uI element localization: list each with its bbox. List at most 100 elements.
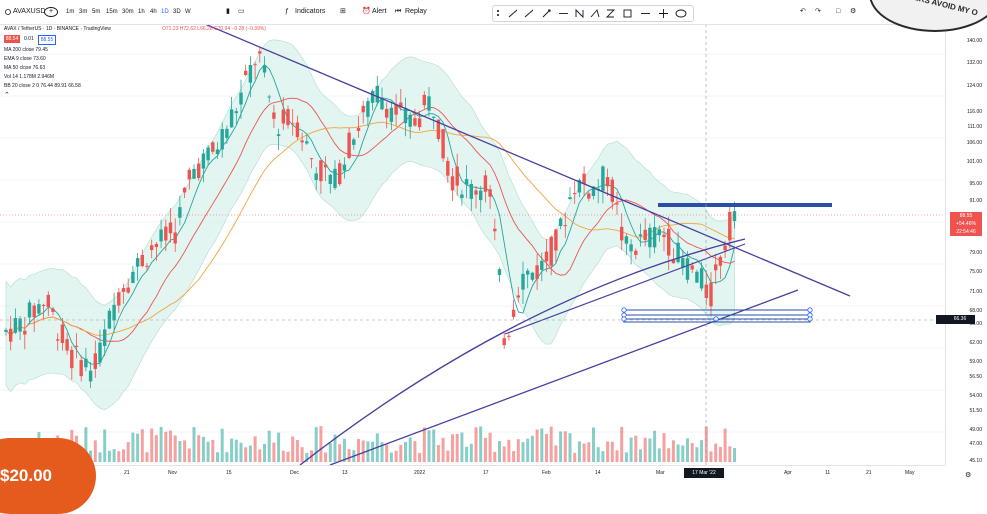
candle-body [140, 255, 144, 267]
bar-style-icon[interactable]: ▮ [226, 8, 230, 15]
timeframe-3m[interactable]: 3m [79, 9, 88, 15]
price-chart[interactable] [0, 24, 945, 465]
timeframe-1h[interactable]: 1h [138, 9, 145, 15]
collapse-legend-icon[interactable]: ⌃ [4, 92, 10, 99]
zone-handle [621, 307, 627, 313]
trend-line-tool-icon[interactable] [508, 9, 518, 18]
timeframe-1D[interactable]: 1D [161, 9, 169, 15]
candle-body [394, 104, 398, 115]
volume-bar [469, 443, 473, 462]
symbol-name[interactable]: AVAXUSD [13, 8, 46, 15]
timeframe-4h[interactable]: 4h [150, 9, 157, 15]
volume-bar [671, 440, 675, 462]
replay-icon[interactable]: ⏮ [395, 8, 402, 15]
timeframe-W[interactable]: W [185, 9, 191, 15]
timeframe-1m[interactable]: 1m [66, 9, 75, 15]
symbol-search-icon[interactable] [4, 5, 12, 19]
volume-bar [507, 439, 511, 462]
crosshair-settings-icon[interactable] [936, 315, 945, 324]
indicators-icon[interactable]: ƒ [285, 8, 289, 15]
volume-bar [272, 442, 276, 462]
replay-button[interactable]: Replay [405, 8, 427, 15]
redo-icon[interactable]: ↷ [815, 8, 821, 15]
volume-bar [479, 426, 483, 462]
price-label: 71.00 [969, 289, 982, 295]
ask-price-badge[interactable]: 88.55 [38, 35, 56, 45]
volume-bar [620, 426, 624, 462]
timeframe-15m[interactable]: 15m [106, 9, 118, 15]
price-label: 62.00 [969, 340, 982, 346]
axis-settings-icon[interactable]: ⚙ [965, 472, 972, 479]
legend-volume[interactable]: Vol 14 1.178M 2.946M [4, 74, 55, 80]
candle-body [131, 271, 135, 284]
volume-bar [610, 441, 614, 462]
volume-bar [662, 433, 666, 462]
candle-body [554, 229, 558, 251]
volume-bar [422, 427, 426, 462]
indicators-button[interactable]: Indicators [295, 8, 326, 15]
triangle-tool-icon[interactable] [590, 9, 600, 18]
candle-body [121, 288, 126, 292]
timeframe-3D[interactable]: 3D [173, 9, 181, 15]
candle-body [403, 107, 408, 124]
fib-tool-icon[interactable] [605, 9, 616, 18]
candle-body [526, 270, 530, 275]
candle-body [629, 244, 633, 252]
candle-body [13, 318, 18, 333]
volume-bar [596, 447, 600, 462]
time-label: 2022 [414, 470, 426, 476]
candle-body [60, 324, 65, 344]
volume-bar [408, 437, 412, 462]
undo-icon[interactable]: ↶ [800, 8, 806, 15]
volume-bar [474, 427, 478, 462]
candle-body [88, 370, 93, 382]
templates-icon[interactable]: ⊞ [340, 8, 346, 15]
legend-ema9[interactable]: EMA 9 close 73.60 [4, 56, 46, 62]
candle-body [37, 304, 41, 314]
crosshair-price-label: 66.36 [945, 315, 975, 324]
candle-body [591, 186, 596, 196]
candle-body [652, 227, 657, 248]
legend-bollinger[interactable]: BB 20 close 2 0 76.44 89.91 66.58 [4, 83, 81, 89]
price-label: 124.00 [966, 83, 982, 89]
support-trendline [504, 243, 746, 335]
time-label: 14 [595, 470, 601, 476]
legend-title[interactable]: AVAX / TetherUS · 1D · BINANCE · Trading… [4, 26, 111, 32]
price-scale[interactable]: 140.00 132.00 124.00 116.00 111.00 106.00 101.… [945, 24, 987, 465]
volume-bar [653, 430, 657, 462]
alert-button[interactable]: Alert [372, 8, 387, 15]
volume-bar [733, 447, 736, 462]
candle-body [154, 243, 159, 248]
crosshair-tool-icon[interactable] [659, 9, 668, 18]
timeframe-5m[interactable]: 5m [92, 9, 101, 15]
legend-ma200[interactable]: MA 200 close 79.45 [4, 47, 48, 53]
alert-icon[interactable]: ⏰ [362, 8, 371, 15]
layout-icon[interactable]: □ [836, 8, 841, 15]
volume-bar [700, 440, 704, 462]
candle-type-icon[interactable]: ▭ [238, 8, 245, 15]
bid-price-badge[interactable]: 88.54 [4, 35, 20, 43]
candle-body [281, 109, 285, 124]
timeframe-30m[interactable]: 30m [122, 9, 134, 15]
candle-body [305, 141, 309, 144]
volume-bar [131, 432, 135, 462]
drag-handle-icon[interactable] [496, 9, 500, 17]
candle-body [620, 226, 624, 241]
volume-bar [107, 450, 111, 462]
pitchfork-tool-icon[interactable] [575, 8, 584, 19]
candle-body [417, 118, 422, 128]
candle-body [558, 218, 563, 226]
ellipse-tool-icon[interactable] [675, 9, 687, 18]
compare-symbol-button[interactable]: + [44, 7, 58, 17]
settings-icon[interactable]: ⚙ [850, 8, 857, 15]
time-axis[interactable]: 21 Nov 15 Dec 13 2022 17 Feb 14 Mar Apr 11 21 May [0, 465, 945, 484]
ray-tool-icon[interactable] [524, 9, 534, 18]
candle-body [70, 349, 74, 369]
candle-body [74, 345, 79, 347]
candle-body [56, 339, 60, 341]
arrow-tool-icon[interactable] [542, 9, 551, 18]
volume-bar [300, 447, 304, 462]
legend-ma50[interactable]: MA 50 close 76.63 [4, 65, 46, 71]
rectangle-tool-icon[interactable] [623, 9, 632, 18]
volume-bar [380, 442, 384, 462]
